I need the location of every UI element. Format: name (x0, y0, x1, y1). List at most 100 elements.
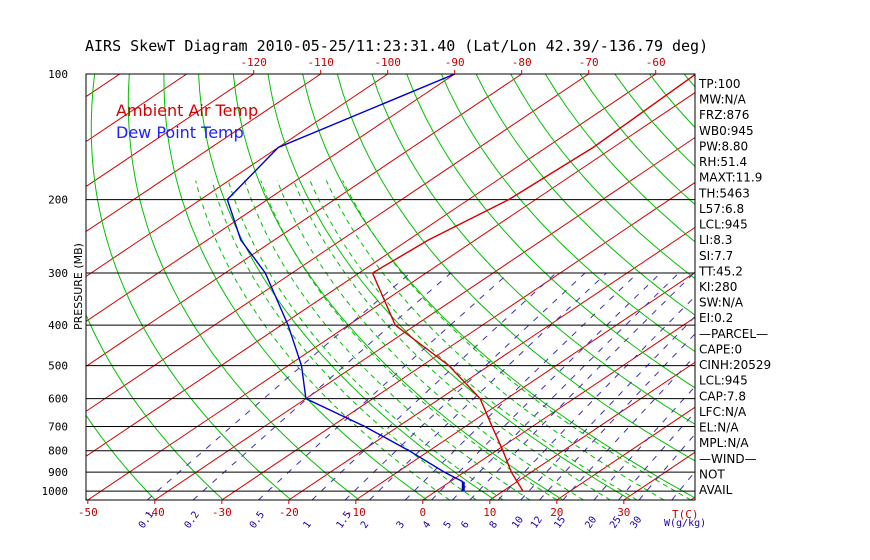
diagram-grid (86, 74, 695, 500)
mixing-ratio-line (192, 272, 452, 500)
sounding-index-label: KI:280 (699, 280, 737, 294)
sounding-index-label: AVAIL (699, 483, 733, 497)
bottom-temperature-tick-label: -40 (145, 506, 165, 519)
top-temperature-tick-label: -70 (579, 56, 599, 69)
dry-adiabat-line (127, 74, 360, 500)
bottom-temperature-tick-label: -10 (346, 506, 366, 519)
pressure-tick-label: 300 (48, 267, 68, 280)
bottom-temperature-tick-label: -50 (78, 506, 98, 519)
bottom-temperature-tick-label: 20 (550, 506, 563, 519)
dry-adiabat-line (440, 74, 695, 353)
isotherm-line (86, 74, 321, 233)
plot-frame (85, 73, 696, 501)
dry-adiabat-line (475, 74, 695, 316)
sounding-index-label: EI:0.2 (699, 311, 733, 325)
pressure-tick-label: 100 (48, 68, 68, 81)
sounding-index-label: CAPE:0 (699, 343, 742, 357)
moist-adiabat-line (195, 180, 450, 500)
mixing-ratio-line (258, 272, 510, 500)
bottom-temperature-tick-label: 0 (420, 506, 427, 519)
dry-adiabat-line (267, 74, 632, 500)
pressure-tick-label: 500 (48, 360, 68, 373)
dry-adiabat-line (86, 414, 156, 500)
dew-point-temp-line (226, 74, 464, 483)
mixing-ratio-line (452, 272, 680, 500)
mixing-ratio-line (469, 272, 695, 500)
pressure-tick-label: 900 (48, 466, 68, 479)
dry-adiabat-line (510, 74, 695, 280)
bottom-temperature-tick-label: -20 (279, 506, 299, 519)
top-temperature-tick-label: -90 (445, 56, 465, 69)
mixing-ratio-line (638, 433, 695, 500)
sounding-index-label: RH:51.4 (699, 155, 747, 169)
moist-adiabat-line (309, 180, 638, 500)
moist-adiabat-line (211, 180, 477, 500)
isotherm-line (355, 271, 695, 500)
bottom-axis-unit-label: T(C) (672, 508, 699, 521)
moist-adiabat-line (244, 180, 531, 500)
isotherm-line (221, 181, 695, 500)
mixing-ratio-line (147, 272, 411, 500)
sounding-index-label: MW:N/A (699, 93, 747, 107)
profile-lines (226, 74, 695, 492)
isotherm-line (288, 226, 695, 500)
mixing-ratio-unit-label: W(g/kg) (664, 518, 706, 529)
mixing-ratio-line (520, 315, 695, 500)
mixing-ratio-line (671, 470, 695, 500)
mixing-ratio-line (539, 333, 695, 500)
bottom-temperature-tick-label: 10 (483, 506, 496, 519)
sounding-index-label: EL:N/A (699, 421, 739, 435)
isotherm-line (87, 91, 695, 500)
dry-adiabat-line (371, 74, 695, 425)
pressure-tick-label: 700 (48, 421, 68, 434)
top-temperature-tick-label: -80 (512, 56, 532, 69)
dry-adiabat-line (406, 74, 695, 389)
mixing-ratio-tick-label: 4 (421, 519, 433, 530)
sounding-index-label: TP:100 (698, 77, 741, 91)
dry-adiabat-line (336, 74, 695, 462)
pressure-tick-label: 800 (48, 445, 68, 458)
mixing-ratio-tick-label: 1 (301, 519, 313, 530)
top-temperature-tick-label: -60 (646, 56, 666, 69)
sounding-index-label: LI:8.3 (699, 233, 732, 247)
sounding-index-label: LCL:945 (699, 218, 748, 232)
isotherm-line (86, 74, 254, 188)
isotherm-line (86, 74, 522, 367)
mixing-ratio-line (497, 295, 695, 500)
isotherm-line (86, 74, 455, 322)
dry-adiabat-line (90, 74, 292, 500)
mixing-ratio-line (369, 272, 607, 500)
top-temperature-tick-label: -100 (374, 56, 401, 69)
top-temperature-tick-label: -110 (307, 56, 334, 69)
chart-title: AIRS SkewT Diagram 2010-05-25/11:23:31.4… (85, 37, 708, 55)
mixing-ratio-tick-label: 8 (488, 519, 500, 530)
isotherm-line (489, 361, 695, 500)
sounding-index-label: SI:7.7 (699, 249, 733, 263)
legend-dew-point-temp: Dew Point Temp (116, 123, 244, 142)
sounding-index-label: CINH:20529 (699, 358, 771, 372)
dry-adiabat-line (302, 74, 695, 499)
sounding-index-label: —WIND— (699, 452, 757, 466)
sounding-index-label: LFC:N/A (699, 405, 747, 419)
ambient-air-temp-line (371, 74, 695, 492)
moist-adiabat-line (293, 180, 611, 500)
mixing-ratio-tick-label: 6 (459, 519, 471, 530)
pressure-tick-label: 200 (48, 194, 68, 207)
pressure-tick-label: 400 (48, 319, 68, 332)
moist-adiabat-line (325, 180, 665, 500)
sounding-index-label: —PARCEL— (699, 327, 768, 341)
sounding-index-label: WB0:945 (699, 124, 754, 138)
pressure-tick-label: 1000 (42, 485, 69, 498)
bottom-temperature-tick-label: -30 (212, 506, 232, 519)
isotherm-line (556, 406, 695, 500)
isotherm-line (154, 136, 695, 500)
sounding-index-label: L57:6.8 (699, 202, 744, 216)
bottom-temperature-tick-label: 30 (617, 506, 630, 519)
mixing-ratio-line (593, 385, 695, 500)
pressure-tick-label: 600 (48, 393, 68, 406)
sounding-index-label: FRZ:876 (699, 108, 749, 122)
mixing-ratio-line (618, 411, 695, 500)
isotherm-line (86, 74, 656, 457)
mixing-ratio-line (562, 355, 695, 500)
